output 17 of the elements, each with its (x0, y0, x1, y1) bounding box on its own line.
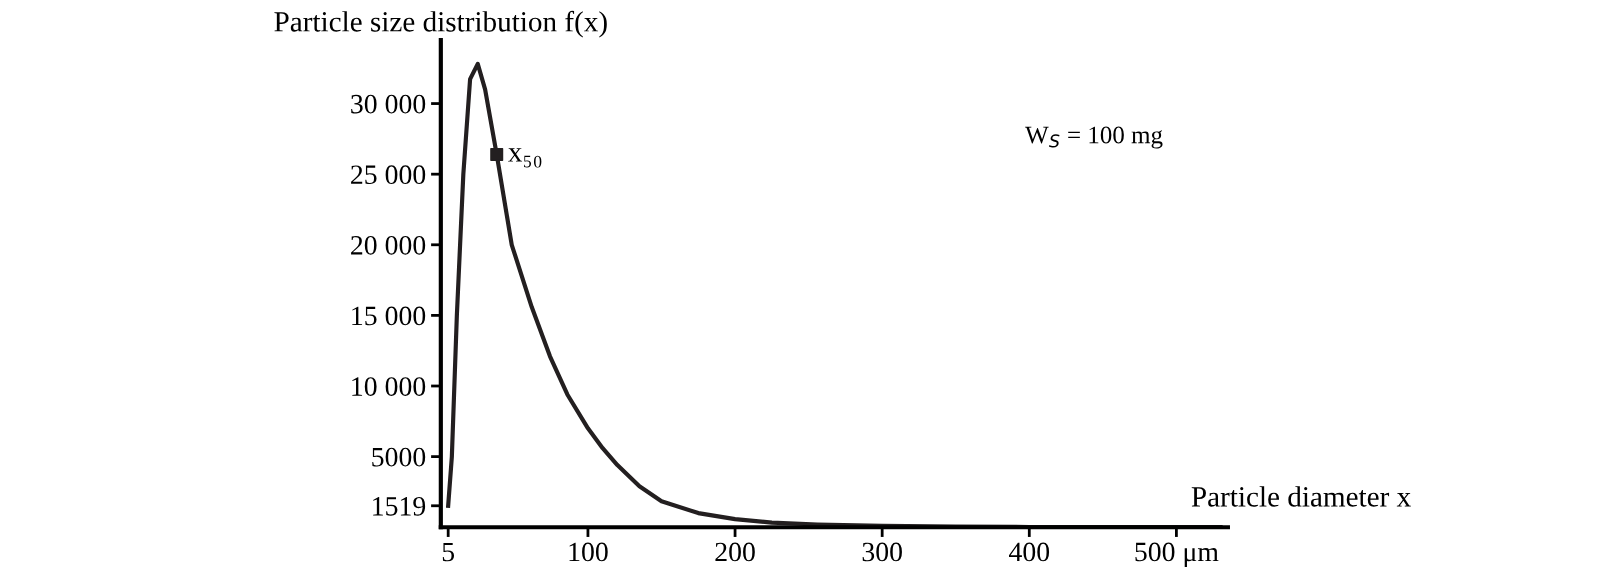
y-tick-label: 20 000 (351, 235, 426, 255)
x-tick-label: 300 (862, 542, 902, 562)
x-tick-label: 200 (715, 542, 755, 562)
y-tick-label: 15 000 (352, 306, 426, 326)
y-tick-label: 10 000 (352, 377, 426, 396)
x-tick-label: 5 (442, 542, 455, 562)
x-tick-label: 500 μm (1135, 542, 1219, 567)
y-tick-label: 30 000 (351, 94, 426, 114)
x-tick-label: 100 (569, 542, 608, 562)
annotation: W$_{S}$ = 100 mg (1025, 126, 1163, 149)
y-tick-label: 5000 (372, 447, 426, 467)
y-axis-title: Particle size distribution f(x) (274, 10, 607, 38)
annotation: x₅₀ (508, 148, 542, 168)
x-axis-title: Particle diameter x (1191, 486, 1411, 507)
x-tick-label: 400 (1009, 542, 1050, 562)
y-tick-label: 25 000 (351, 165, 426, 185)
y-tick-label: 1519 (373, 497, 426, 516)
